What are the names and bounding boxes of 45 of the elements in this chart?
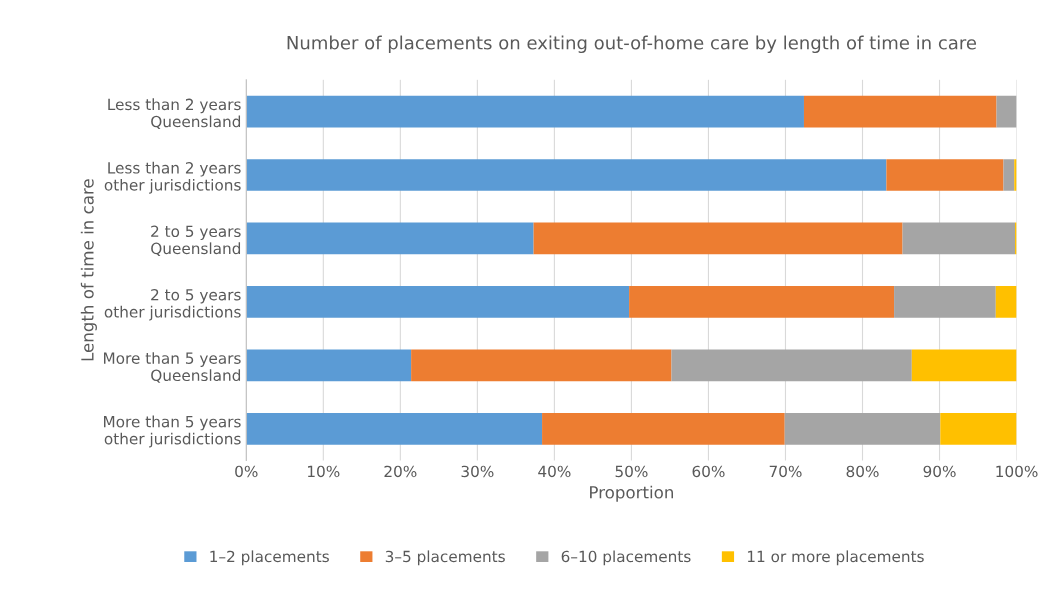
x-tick-label: 10% <box>308 465 340 478</box>
x-tick-label: 20% <box>384 465 417 478</box>
bar <box>894 286 996 318</box>
y-tick-label: More than 5 years Queensland <box>104 352 241 383</box>
bar <box>886 159 1004 191</box>
bar <box>542 412 785 445</box>
x-axis-title: Proportion <box>590 485 673 502</box>
bar <box>246 159 887 191</box>
bar <box>246 222 534 255</box>
y-tick-label: Less than 2 years Queensland <box>108 98 241 130</box>
x-tick-label: 100% <box>996 465 1038 478</box>
bar <box>784 412 941 445</box>
y-tick-label: 2 to 5 years other jurisdictions <box>104 288 241 321</box>
bar <box>803 95 997 128</box>
legend-label: 1–2 placements <box>210 550 329 566</box>
bar <box>411 349 672 382</box>
legend-label: 11 or more placements <box>747 550 924 566</box>
bar <box>246 412 543 445</box>
x-tick-label: 0% <box>235 465 258 478</box>
bar <box>533 222 903 255</box>
bar <box>940 412 1017 445</box>
y-tick-label: More than 5 years other jurisdictions <box>104 415 241 448</box>
legend-label: 6–10 placements <box>561 550 691 566</box>
bar <box>629 286 895 318</box>
chart-title: Number of placements on exiting out-of-home care by length of time in care <box>287 35 977 54</box>
y-axis-title: Length of time in care <box>80 179 97 361</box>
bar <box>671 349 912 382</box>
bar <box>246 349 412 382</box>
x-tick-label: 60% <box>692 465 725 478</box>
x-tick-label: 90% <box>923 465 956 478</box>
x-tick-label: 70% <box>769 465 802 478</box>
bar <box>995 286 1017 318</box>
y-tick-label: Less than 2 years other jurisdictions <box>104 161 241 194</box>
bar <box>246 286 630 318</box>
bar <box>996 95 1017 128</box>
x-tick-label: 30% <box>461 465 494 478</box>
bar <box>911 349 1017 382</box>
bar <box>246 95 804 128</box>
x-tick-label: 40% <box>538 465 571 478</box>
y-tick-label: 2 to 5 years Queensland <box>151 225 241 256</box>
legend-label: 3–5 placements <box>385 550 505 566</box>
x-tick-label: 50% <box>615 465 648 478</box>
bar <box>902 222 1016 255</box>
x-tick-label: 80% <box>846 465 879 478</box>
bar <box>1003 159 1015 191</box>
